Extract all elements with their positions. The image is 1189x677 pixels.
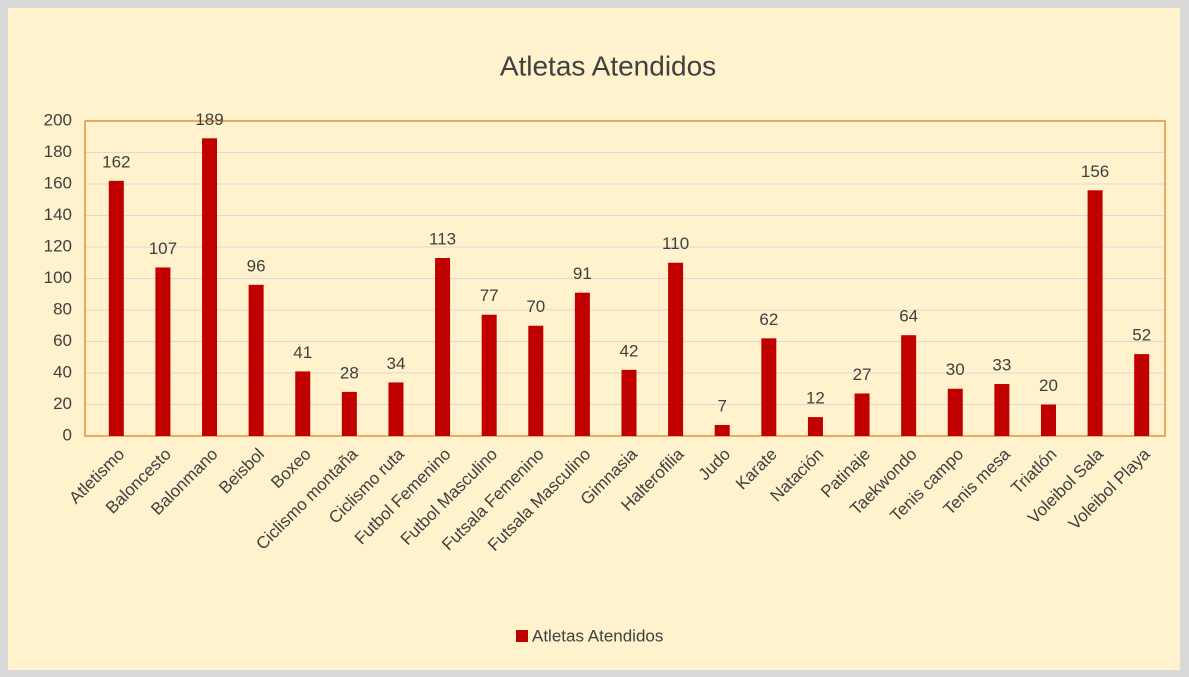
- y-tick-label: 20: [53, 394, 72, 413]
- bar: [295, 371, 311, 436]
- bar: [901, 335, 917, 436]
- data-label: 96: [247, 256, 266, 275]
- data-label: 77: [480, 286, 499, 305]
- data-label: 27: [853, 365, 872, 384]
- data-label: 52: [1132, 326, 1151, 345]
- bar: [248, 284, 264, 436]
- y-tick-label: 40: [53, 362, 72, 381]
- bar: [528, 325, 544, 436]
- data-label: 7: [717, 396, 726, 415]
- bar: [761, 338, 777, 436]
- data-label: 30: [946, 360, 965, 379]
- legend-label: Atletas Atendidos: [532, 626, 663, 645]
- data-label: 156: [1081, 162, 1109, 181]
- bar: [481, 314, 497, 436]
- data-label: 42: [620, 341, 639, 360]
- data-label: 64: [899, 307, 918, 326]
- data-label: 28: [340, 363, 359, 382]
- bar: [388, 382, 404, 436]
- data-label: 34: [386, 354, 405, 373]
- data-label: 33: [992, 356, 1011, 375]
- data-label: 70: [526, 297, 545, 316]
- data-label: 12: [806, 389, 825, 408]
- chart-title: Atletas Atendidos: [500, 50, 716, 81]
- y-tick-label: 120: [44, 236, 72, 255]
- y-tick-label: 80: [53, 299, 72, 318]
- bar: [621, 369, 637, 436]
- chart-background: [8, 8, 1180, 670]
- legend-swatch: [516, 630, 528, 642]
- bar: [108, 180, 124, 436]
- y-tick-label: 180: [44, 142, 72, 161]
- data-label: 110: [662, 234, 689, 253]
- bar: [435, 258, 451, 436]
- bar: [807, 417, 823, 436]
- data-label: 113: [429, 230, 456, 249]
- bar: [202, 138, 218, 436]
- y-tick-label: 200: [44, 110, 72, 129]
- y-tick-label: 160: [44, 173, 72, 192]
- bar: [947, 388, 963, 436]
- data-label: 41: [293, 343, 312, 362]
- bar: [341, 391, 357, 436]
- bar: [854, 393, 870, 436]
- data-label: 189: [195, 110, 223, 129]
- y-tick-label: 0: [63, 425, 72, 444]
- y-tick-label: 100: [44, 268, 72, 287]
- y-tick-label: 140: [44, 205, 72, 224]
- data-label: 162: [102, 152, 130, 171]
- bar: [574, 292, 590, 436]
- data-label: 62: [759, 310, 778, 329]
- data-label: 91: [573, 264, 592, 283]
- data-label: 20: [1039, 376, 1058, 395]
- y-tick-label: 60: [53, 331, 72, 350]
- bar: [1134, 354, 1150, 436]
- bar: [994, 384, 1010, 436]
- bar: [714, 424, 730, 436]
- bar: [1087, 190, 1103, 436]
- bar: [155, 267, 171, 436]
- bar: [1040, 404, 1056, 436]
- data-label: 107: [149, 239, 177, 258]
- bar: [668, 262, 684, 436]
